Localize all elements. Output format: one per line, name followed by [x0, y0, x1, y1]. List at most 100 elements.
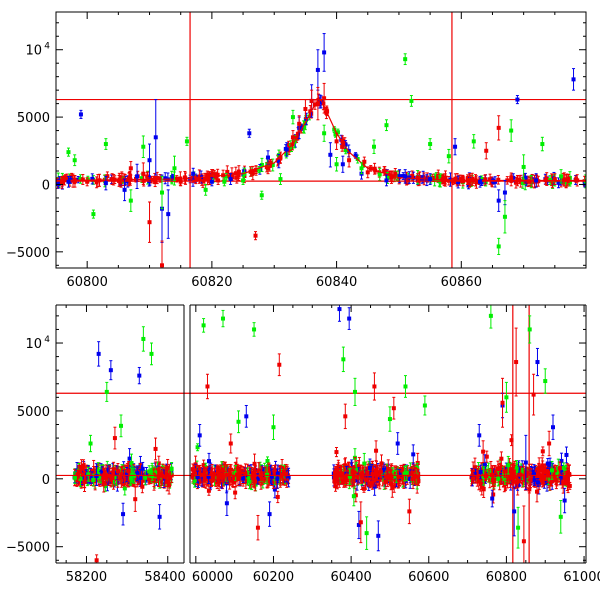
cluster-point — [165, 465, 170, 484]
data-point — [465, 178, 470, 183]
cluster-point — [275, 490, 280, 504]
data-point — [496, 244, 501, 249]
green-point — [372, 139, 376, 154]
red-point — [484, 142, 489, 160]
data-point — [72, 475, 77, 480]
blue-point — [66, 175, 71, 188]
green-point — [409, 95, 414, 107]
blue-point — [153, 99, 158, 176]
data-point — [390, 174, 395, 179]
data-point — [110, 177, 115, 182]
data-point — [259, 193, 264, 198]
cluster-point — [233, 485, 238, 500]
data-point — [78, 177, 83, 182]
green-point — [290, 109, 295, 125]
data-point — [484, 148, 489, 153]
red-point — [347, 152, 352, 168]
data-point — [483, 177, 488, 182]
data-point — [195, 445, 200, 450]
red-point — [128, 161, 133, 176]
data-point — [289, 145, 294, 150]
data-point — [279, 469, 284, 474]
data-point — [209, 173, 214, 178]
data-point — [247, 131, 252, 136]
baseline-point — [544, 172, 549, 186]
data-point — [334, 162, 339, 167]
data-point — [122, 486, 127, 491]
data-point — [78, 476, 83, 481]
cluster-point — [86, 466, 91, 482]
blue-point — [191, 167, 196, 180]
data-point — [562, 177, 567, 182]
data-point — [304, 116, 309, 121]
red-point — [334, 132, 339, 150]
data-point — [403, 57, 408, 62]
data-point — [205, 173, 210, 178]
data-point — [384, 123, 389, 128]
data-point — [362, 159, 367, 164]
data-point — [147, 220, 152, 225]
data-point — [275, 494, 280, 499]
data-point — [227, 174, 232, 179]
data-point — [224, 174, 229, 179]
data-point — [415, 175, 420, 180]
cluster-point — [126, 461, 131, 482]
blue-point — [322, 33, 327, 72]
green-point — [241, 175, 246, 185]
data-point — [126, 469, 131, 474]
data-point — [287, 148, 292, 153]
data-point — [169, 467, 174, 472]
top-frame — [55, 11, 587, 269]
data-point — [335, 130, 340, 135]
data-point — [479, 177, 484, 182]
data-point — [99, 469, 104, 474]
baseline-point — [80, 174, 85, 185]
data-point — [235, 476, 240, 481]
y-tick-label-base: 10 — [25, 44, 42, 59]
green-point — [103, 138, 108, 150]
data-point — [515, 177, 520, 182]
data-point — [424, 178, 429, 183]
data-point — [127, 456, 132, 461]
data-point — [574, 177, 579, 182]
baseline-point — [393, 168, 398, 180]
data-point — [268, 160, 273, 165]
blue-point — [384, 174, 389, 187]
data-point — [340, 162, 345, 167]
data-point — [140, 466, 145, 471]
y-tick-label: 0 — [42, 178, 50, 193]
data-point — [440, 177, 445, 182]
data-point — [290, 135, 295, 140]
data-point — [156, 461, 161, 466]
data-point — [210, 171, 215, 176]
data-point — [556, 180, 561, 185]
red-point — [415, 173, 420, 183]
data-point — [234, 175, 239, 180]
data-point — [141, 144, 146, 149]
data-point — [141, 171, 146, 176]
blue-point — [135, 163, 140, 190]
data-point — [303, 107, 308, 112]
green-point — [172, 155, 177, 181]
data-point — [527, 179, 532, 184]
data-point — [276, 159, 281, 164]
blue-point — [315, 49, 320, 91]
red-point — [390, 170, 395, 183]
data-point — [91, 477, 96, 482]
data-point — [135, 174, 140, 179]
data-point — [267, 163, 272, 168]
data-point — [140, 484, 145, 489]
data-point — [153, 135, 158, 140]
red-point — [552, 173, 557, 185]
data-point — [241, 178, 246, 183]
data-point — [368, 166, 373, 171]
data-point — [474, 180, 479, 185]
data-point — [496, 198, 501, 203]
data-point — [233, 171, 238, 176]
red-point — [178, 177, 183, 187]
red-point — [278, 151, 283, 164]
data-point — [582, 181, 586, 186]
data-point — [63, 175, 68, 180]
data-point — [302, 125, 307, 130]
